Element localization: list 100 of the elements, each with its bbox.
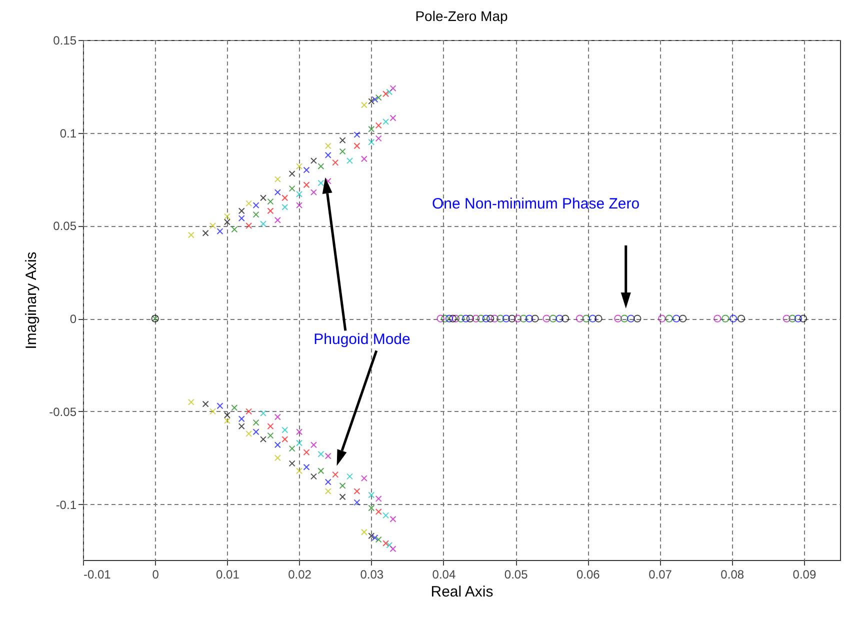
y-tick-label: 0.05 bbox=[53, 219, 77, 234]
point bbox=[490, 314, 499, 322]
point bbox=[202, 230, 209, 236]
point bbox=[375, 495, 382, 502]
point bbox=[382, 540, 390, 547]
point bbox=[482, 314, 490, 322]
point bbox=[368, 492, 375, 498]
point bbox=[549, 314, 557, 322]
point bbox=[324, 488, 332, 495]
point bbox=[368, 98, 375, 105]
point bbox=[375, 536, 382, 543]
point bbox=[782, 314, 791, 322]
point bbox=[788, 314, 796, 322]
point bbox=[737, 314, 746, 322]
point bbox=[282, 426, 288, 434]
point bbox=[658, 314, 666, 322]
point bbox=[794, 314, 802, 322]
point bbox=[390, 516, 396, 522]
point bbox=[576, 314, 584, 322]
point bbox=[354, 131, 360, 138]
point bbox=[354, 142, 360, 150]
point bbox=[267, 423, 274, 430]
point bbox=[346, 157, 353, 164]
point bbox=[238, 215, 245, 222]
point bbox=[246, 222, 252, 229]
point bbox=[339, 137, 346, 144]
point bbox=[372, 96, 378, 103]
point bbox=[508, 314, 516, 322]
point bbox=[382, 512, 390, 519]
point bbox=[318, 450, 324, 458]
point bbox=[556, 314, 564, 322]
point bbox=[360, 475, 368, 482]
point bbox=[375, 135, 382, 142]
point bbox=[436, 314, 444, 322]
point bbox=[375, 508, 382, 515]
point bbox=[274, 216, 281, 224]
point bbox=[466, 314, 474, 322]
point bbox=[542, 314, 550, 322]
point bbox=[310, 189, 317, 196]
point bbox=[375, 122, 382, 129]
point bbox=[296, 202, 303, 209]
point bbox=[324, 478, 332, 486]
point bbox=[296, 190, 303, 198]
point bbox=[332, 159, 339, 166]
point bbox=[477, 314, 485, 322]
point bbox=[246, 200, 252, 207]
point bbox=[382, 118, 390, 125]
x-tick-label: 0.05 bbox=[504, 568, 528, 582]
point bbox=[582, 314, 590, 322]
point bbox=[252, 202, 260, 209]
point bbox=[614, 314, 622, 322]
point bbox=[274, 414, 281, 420]
point bbox=[318, 163, 324, 170]
point bbox=[303, 464, 310, 470]
point bbox=[188, 398, 194, 406]
point bbox=[594, 314, 602, 322]
point bbox=[372, 534, 378, 541]
point bbox=[799, 314, 808, 322]
point bbox=[274, 189, 281, 196]
point bbox=[486, 314, 494, 322]
point bbox=[390, 85, 396, 92]
point bbox=[386, 542, 393, 548]
point bbox=[318, 180, 324, 186]
point bbox=[238, 416, 245, 422]
point bbox=[303, 182, 310, 188]
point bbox=[324, 142, 332, 150]
point bbox=[260, 410, 266, 417]
point bbox=[238, 208, 245, 214]
point bbox=[310, 442, 317, 448]
point bbox=[722, 314, 730, 322]
point bbox=[324, 178, 332, 184]
point bbox=[267, 208, 274, 214]
point bbox=[310, 157, 317, 164]
point bbox=[324, 152, 332, 158]
point bbox=[274, 176, 281, 183]
y-tick-label: 0.15 bbox=[53, 34, 77, 48]
point bbox=[390, 546, 396, 552]
point bbox=[246, 408, 252, 415]
point bbox=[714, 314, 722, 322]
point bbox=[360, 528, 368, 536]
point bbox=[448, 314, 457, 322]
x-tick-label: 0.03 bbox=[360, 568, 384, 582]
point bbox=[202, 400, 209, 408]
point bbox=[360, 156, 368, 162]
y-axis-title: Imaginary Axis bbox=[23, 252, 40, 350]
point bbox=[224, 412, 230, 418]
point bbox=[627, 314, 635, 322]
point bbox=[339, 148, 346, 155]
point bbox=[224, 213, 230, 220]
point bbox=[332, 471, 339, 478]
point bbox=[252, 428, 260, 436]
point bbox=[260, 220, 266, 228]
x-tick-label: 0.01 bbox=[216, 568, 240, 582]
x-tick-label: 0.06 bbox=[576, 568, 600, 582]
point bbox=[678, 314, 687, 322]
point bbox=[274, 454, 281, 462]
x-axis-title: Real Axis bbox=[430, 584, 494, 600]
chart-title: Pole-Zero Map bbox=[415, 8, 508, 24]
point bbox=[368, 504, 375, 512]
point bbox=[620, 314, 628, 322]
